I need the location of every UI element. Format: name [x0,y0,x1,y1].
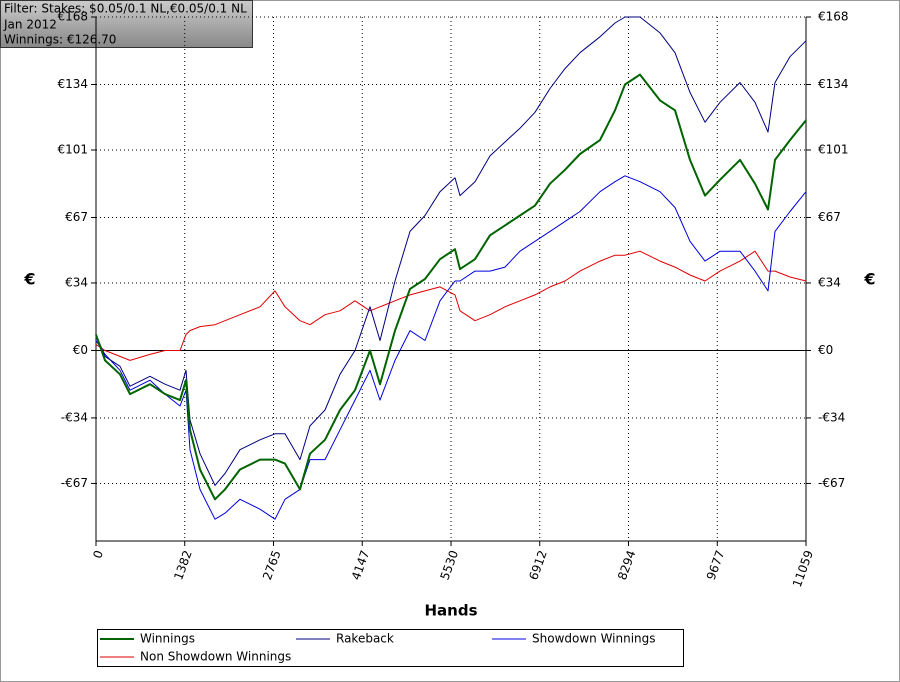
x-tick-label: 0 [90,548,106,560]
y2-tick-label: €34 [818,275,841,289]
y-tick-label: €0 [73,343,88,357]
x-axis-label: Hands [424,602,477,620]
y2-tick-label: €168 [818,10,849,24]
legend-label: Non Showdown Winnings [140,650,291,664]
info-line: Filter: Stakes: $0.05/0.1 NL,€0.05/0.1 N… [4,2,247,16]
info-box [0,0,253,48]
y-tick-label: -€67 [61,476,88,490]
y2-tick-label: €0 [818,343,833,357]
legend [97,629,684,667]
y-tick-label: €168 [57,10,88,24]
y2-tick-label: €101 [818,142,849,156]
legend-label: Winnings [140,632,195,646]
info-line: Winnings: €126.70 [4,33,116,47]
series-line [95,250,807,361]
y2-tick-label: -€34 [818,410,845,424]
y-tick-label: €101 [57,142,88,156]
y-axis-label: € [23,270,35,289]
legend-label: Showdown Winnings [532,632,656,646]
y-tick-label: -€34 [61,410,88,424]
y2-axis-label: € [863,270,875,289]
series-line [95,175,807,520]
y-tick-label: €67 [65,210,88,224]
legend-label: Rakeback [336,632,394,646]
y2-tick-label: €67 [818,210,841,224]
y2-tick-label: €134 [818,77,849,91]
y2-tick-label: -€67 [818,476,845,490]
info-line: Jan 2012 [3,18,57,32]
series-line [95,73,807,501]
series-line [95,16,807,486]
y-tick-label: €134 [57,77,88,91]
y-tick-label: €34 [65,275,88,289]
